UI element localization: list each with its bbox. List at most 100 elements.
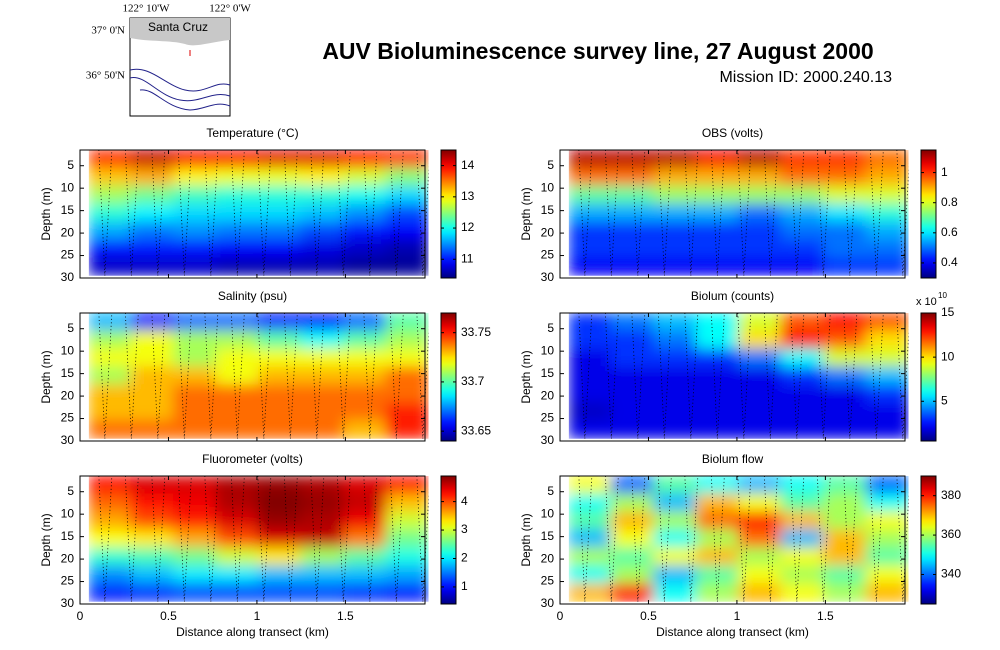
map-lat-label: 36° 50'N xyxy=(86,70,125,82)
colorbar-tick-label: 340 xyxy=(941,567,961,581)
map-isobath xyxy=(129,77,231,102)
y-tick-label: 10 xyxy=(61,180,75,194)
heatmap-cell xyxy=(738,420,782,439)
heatmap-cell xyxy=(568,348,612,368)
colorbar-tick-label: 14 xyxy=(461,158,475,172)
heatmap-cell xyxy=(343,529,387,549)
heatmap-cell xyxy=(300,313,345,332)
heatmap-cell xyxy=(823,366,867,386)
heatmap-cell xyxy=(738,239,782,259)
heatmap-cell xyxy=(653,402,697,422)
heatmap-cell xyxy=(385,313,429,332)
heatmap-cell xyxy=(865,565,909,585)
heatmap-cell xyxy=(610,547,655,567)
heatmap-cell xyxy=(865,221,909,241)
heatmap-cell xyxy=(780,150,825,169)
heatmap-cell xyxy=(215,239,260,259)
heatmap-cell xyxy=(173,203,217,223)
heatmap-cell xyxy=(130,366,175,386)
heatmap-cell xyxy=(130,529,175,549)
heatmap-cell xyxy=(780,221,825,241)
heatmap-cell xyxy=(385,257,429,276)
heatmap-cell xyxy=(653,239,697,259)
heatmap-cell xyxy=(738,203,782,223)
heatmap-cell xyxy=(780,384,825,404)
heatmap-cell xyxy=(610,565,655,585)
y-axis-label: Depth (m) xyxy=(39,350,53,403)
heatmap-cell xyxy=(653,547,697,567)
panel-title: Biolum (counts) xyxy=(691,289,774,303)
heatmap-cell xyxy=(215,348,260,368)
heatmap-panel: Temperature (°C) Depth (m) 5 10 15 20 25 30 11 12… xyxy=(39,126,475,284)
heatmap-cell xyxy=(653,529,697,549)
heatmap-cell xyxy=(385,167,429,187)
heatmap-cell xyxy=(610,257,655,276)
heatmap-cell xyxy=(823,330,867,350)
heatmap-cell xyxy=(300,476,345,495)
heatmap-cell xyxy=(653,476,697,495)
heatmap-cell xyxy=(258,384,302,404)
y-axis-label: Depth (m) xyxy=(39,513,53,566)
heatmap-cells xyxy=(88,150,429,276)
heatmap-cell xyxy=(610,330,655,350)
colorbar xyxy=(920,312,937,442)
heatmap-cell xyxy=(130,313,175,332)
heatmap-cell xyxy=(88,476,132,495)
heatmap-cell xyxy=(300,583,345,602)
heatmap-cell xyxy=(865,348,909,368)
heatmap-cell xyxy=(610,348,655,368)
y-axis-label: Depth (m) xyxy=(519,513,533,566)
heatmap-cell xyxy=(865,313,909,332)
heatmap-cell xyxy=(215,150,260,169)
heatmap-cell xyxy=(343,366,387,386)
heatmap-cell xyxy=(173,348,217,368)
heatmap-cell xyxy=(780,583,825,602)
heatmap-cell xyxy=(780,547,825,567)
heatmap-cell xyxy=(695,476,740,495)
y-tick-label: 25 xyxy=(541,574,555,588)
heatmap-cell xyxy=(385,330,429,350)
plot-frame xyxy=(79,149,426,279)
heatmap-cell xyxy=(130,493,175,513)
colorbar-scale-exponent: 10 xyxy=(938,291,947,300)
y-axis-label: Depth (m) xyxy=(39,187,53,240)
heatmap-cell xyxy=(173,330,217,350)
heatmap-cell xyxy=(738,348,782,368)
heatmap-cell xyxy=(823,185,867,205)
heatmap-cell xyxy=(865,529,909,549)
heatmap-cell xyxy=(385,239,429,259)
heatmap-cell xyxy=(568,529,612,549)
map-land xyxy=(130,18,230,46)
heatmap-cell xyxy=(343,547,387,567)
heatmap-cell xyxy=(610,221,655,241)
heatmap-cell xyxy=(88,420,132,439)
heatmap-cell xyxy=(738,529,782,549)
heatmap-cell xyxy=(343,203,387,223)
heatmap-cell xyxy=(343,221,387,241)
heatmap-cell xyxy=(653,511,697,531)
map-isobath xyxy=(129,68,231,92)
heatmap-cell xyxy=(173,565,217,585)
heatmap-cell xyxy=(823,348,867,368)
colorbar-tick-label: 15 xyxy=(941,305,955,319)
map-isobath xyxy=(139,89,231,111)
heatmap-panel: Biolum flow Depth (m) 5 10 15 20 25 300 0.5 1 1.5 D… xyxy=(519,452,961,639)
y-tick-label: 25 xyxy=(61,574,75,588)
heatmap-cell xyxy=(300,185,345,205)
heatmap-cell xyxy=(343,511,387,531)
heatmap-cell xyxy=(610,366,655,386)
heatmap-cell xyxy=(610,384,655,404)
heatmap-cell xyxy=(300,348,345,368)
heatmap-cell xyxy=(173,493,217,513)
heatmap-cell xyxy=(385,384,429,404)
heatmap-cell xyxy=(343,476,387,495)
colorbar-tick-label: 10 xyxy=(941,349,955,363)
heatmap-cell xyxy=(173,239,217,259)
heatmap-cell xyxy=(130,476,175,495)
heatmap-cell xyxy=(823,547,867,567)
heatmap-cell xyxy=(173,402,217,422)
heatmap-cell xyxy=(258,547,302,567)
heatmap-cell xyxy=(823,476,867,495)
y-tick-label: 25 xyxy=(541,411,555,425)
